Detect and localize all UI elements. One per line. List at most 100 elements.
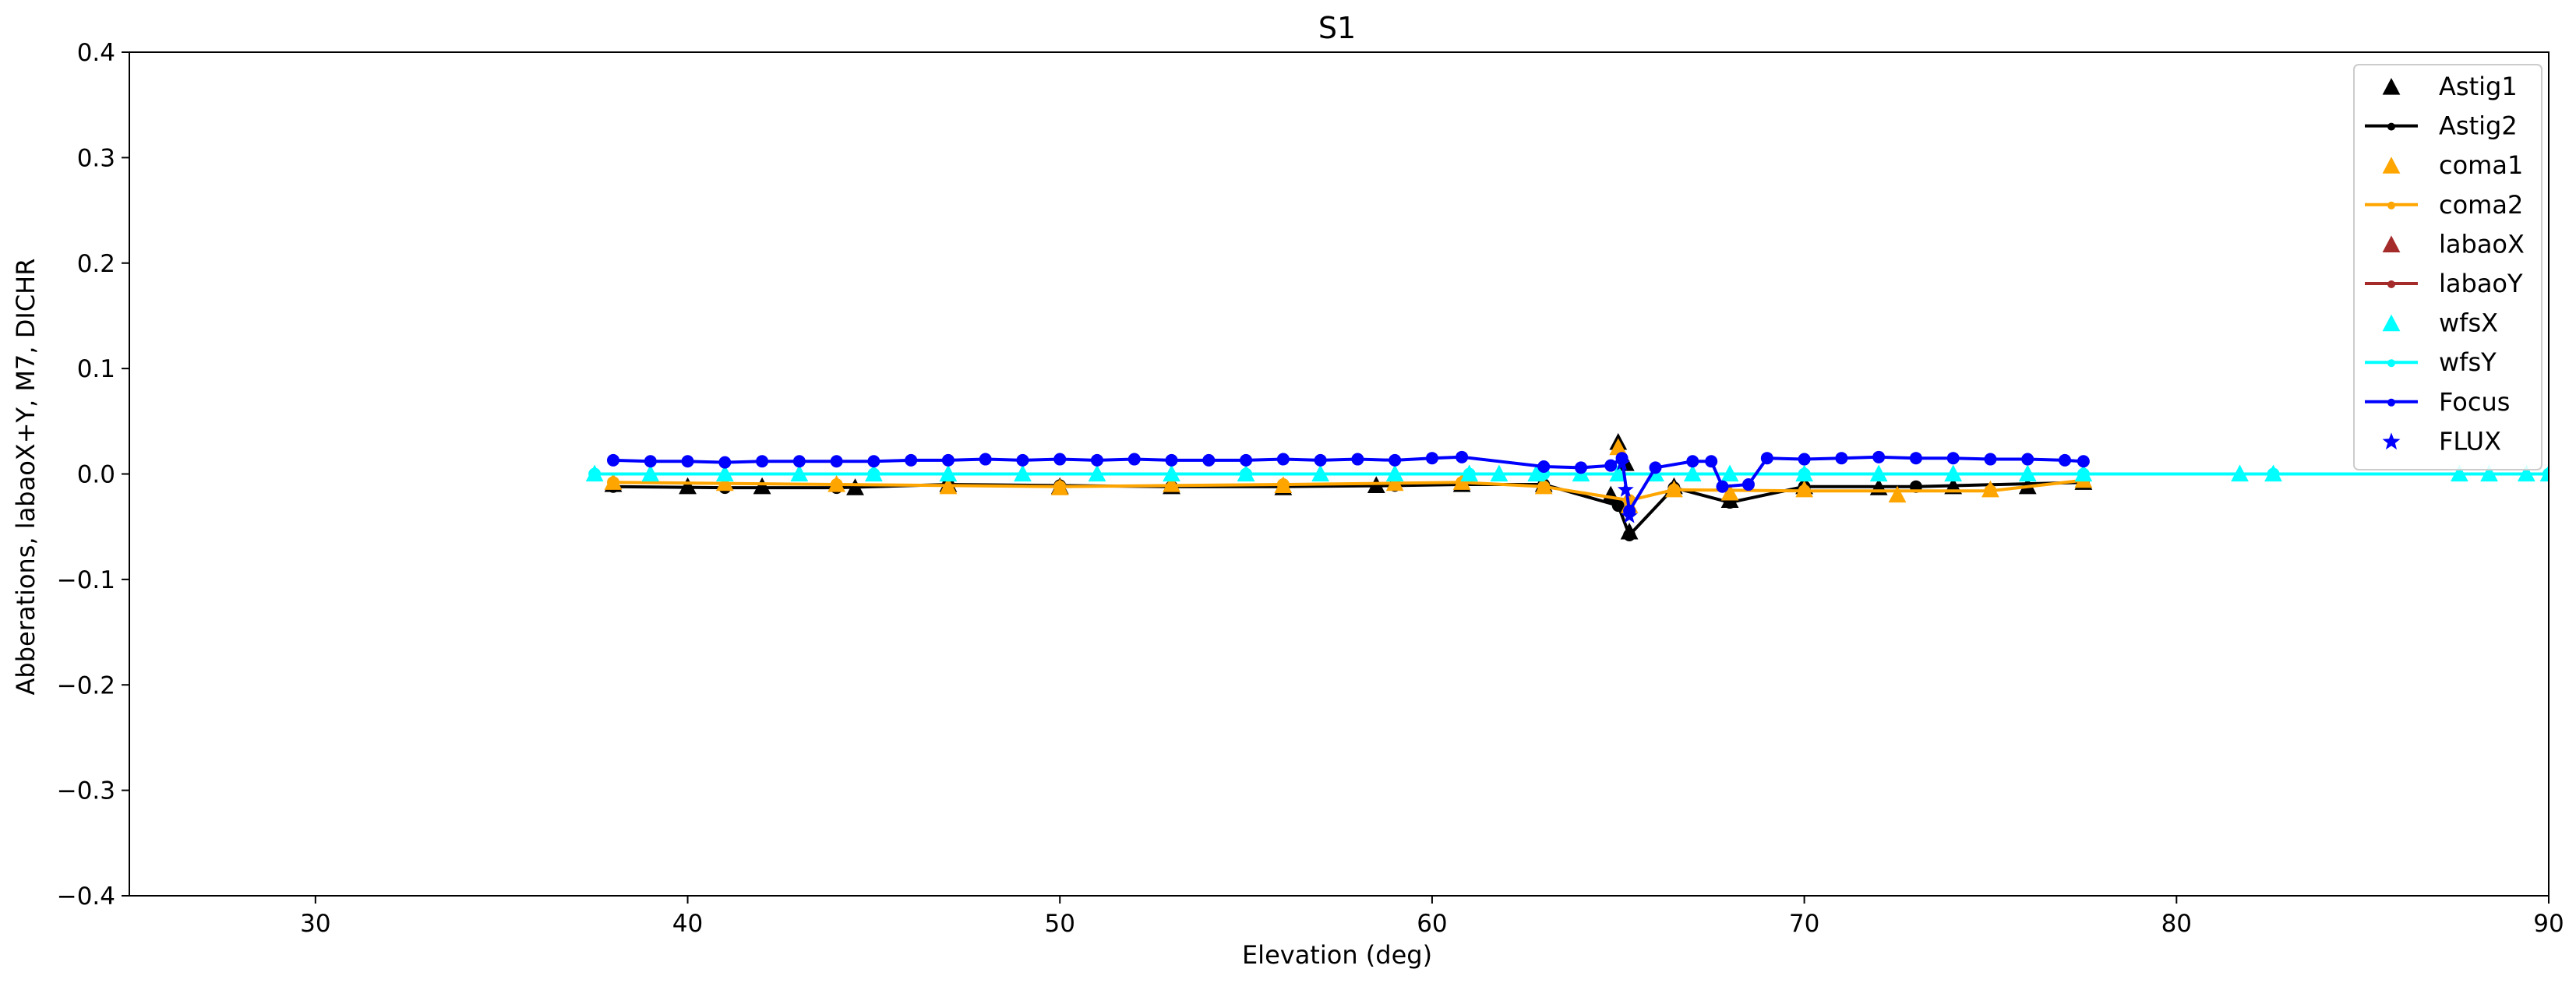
legend: Astig1 Astig2 coma1 coma2 labaoX labaoY wfsX wf… xyxy=(2353,64,2542,470)
Focus-point xyxy=(718,456,732,469)
x-tick-label: 40 xyxy=(672,910,703,938)
Focus-point xyxy=(1946,452,1960,465)
legend-marker xyxy=(2382,157,2401,174)
Focus-point xyxy=(681,455,694,468)
Focus-point xyxy=(1649,461,1662,474)
Focus-point xyxy=(1351,453,1364,466)
Focus-point xyxy=(1165,453,1178,467)
legend-item-labaoX: labaoX xyxy=(2382,229,2525,259)
legend-label: Astig2 xyxy=(2439,111,2518,141)
x-tick-label: 90 xyxy=(2533,910,2564,938)
series-wfsY xyxy=(588,467,2549,481)
y-tick-label: 0.2 xyxy=(77,250,115,278)
coma2-point xyxy=(1276,478,1290,492)
x-tick-label: 60 xyxy=(1417,910,1447,938)
Focus-point xyxy=(905,453,918,467)
Focus-point xyxy=(1872,450,1886,463)
y-tick-label: −0.1 xyxy=(57,566,115,594)
Focus-point xyxy=(1686,455,1699,468)
legend-marker xyxy=(2387,359,2395,368)
legend-label: wfsX xyxy=(2439,308,2498,338)
series-Focus xyxy=(607,450,2090,517)
Astig2-point xyxy=(1611,499,1625,513)
Astig2-point xyxy=(1623,529,1636,542)
x-tick-label: 70 xyxy=(1789,910,1819,938)
FLUX-point xyxy=(1621,507,1638,523)
legend-marker xyxy=(2382,78,2401,95)
coma1-point xyxy=(1163,475,1180,492)
legend-label: labaoY xyxy=(2439,269,2523,298)
series-coma1 xyxy=(604,438,2093,513)
Focus-point xyxy=(1705,455,1718,468)
legend-marker xyxy=(2382,235,2401,252)
plot-data-layer xyxy=(585,432,2549,542)
legend-label: Astig1 xyxy=(2439,72,2518,101)
y-axis-label: Abberations, labaoX+Y, M7, DICHR xyxy=(11,259,41,696)
wfsY-point xyxy=(1240,467,1253,481)
Focus-point xyxy=(644,455,657,468)
legend-box xyxy=(2353,64,2542,470)
Focus-point xyxy=(2021,453,2034,466)
Focus-point xyxy=(1091,453,1103,467)
coma2-point xyxy=(830,478,843,492)
y-tick-label: 0.4 xyxy=(77,39,115,67)
wfsY-point xyxy=(2077,467,2090,481)
Focus-point xyxy=(1389,453,1402,467)
y-tick-label: 0.1 xyxy=(77,355,115,383)
Focus-point xyxy=(1425,452,1438,465)
legend-label: Focus xyxy=(2439,387,2510,417)
legend-item-wfsX: wfsX xyxy=(2382,308,2498,338)
legend-marker xyxy=(2387,122,2395,131)
Astig1-point xyxy=(753,477,771,495)
Focus-point xyxy=(979,453,992,466)
series-FLUX xyxy=(1614,455,1638,523)
coma2-point xyxy=(1984,484,1997,498)
Focus-point xyxy=(1835,452,1848,465)
legend-marker xyxy=(2387,398,2395,407)
coma2-point xyxy=(1537,480,1551,493)
wfsY-point xyxy=(588,467,602,481)
x-tick-label: 80 xyxy=(2161,910,2192,938)
Focus-point xyxy=(756,455,769,468)
coma2-point xyxy=(1798,484,1811,498)
legend-marker xyxy=(2382,314,2401,332)
Focus-point xyxy=(1053,453,1067,466)
legend-item-wfsY: wfsY xyxy=(2365,347,2497,377)
Focus-point xyxy=(1127,453,1141,466)
legend-marker xyxy=(2382,432,2401,450)
x-tick-label: 50 xyxy=(1045,910,1075,938)
y-tick-label: −0.2 xyxy=(57,671,115,699)
coma2-point xyxy=(607,476,619,489)
coma2-point xyxy=(1053,480,1067,493)
x-axis-label: Elevation (deg) xyxy=(1242,940,1432,970)
legend-item-Astig1: Astig1 xyxy=(2382,72,2518,101)
Focus-point xyxy=(1984,453,1997,466)
chart-title: S1 xyxy=(1318,11,1356,45)
coma1-point xyxy=(1609,438,1628,456)
wfsY-point xyxy=(1798,467,1811,481)
wfsY-point xyxy=(867,467,880,481)
legend-item-Focus: Focus xyxy=(2365,387,2510,417)
Focus-point xyxy=(867,455,880,468)
legend-label: wfsY xyxy=(2439,347,2497,377)
wfsY-point xyxy=(2267,467,2280,481)
Focus-point xyxy=(1537,460,1551,474)
y-tick-label: −0.3 xyxy=(57,777,115,805)
legend-label: FLUX xyxy=(2439,426,2501,456)
Focus-point xyxy=(1202,453,1216,467)
Focus-point xyxy=(1016,453,1029,467)
Focus-point xyxy=(607,453,619,467)
x-axis: 30 40 50 60 70 80 90 xyxy=(300,896,2564,938)
legend-label: coma1 xyxy=(2439,150,2523,180)
x-tick-label: 30 xyxy=(300,910,330,938)
Focus-point xyxy=(941,453,955,467)
Focus-point xyxy=(1240,453,1253,467)
legend-label: labaoX xyxy=(2439,229,2525,259)
Focus-point xyxy=(1909,452,1922,465)
Focus-point xyxy=(1575,461,1587,474)
Focus-point xyxy=(1798,453,1811,466)
Focus-point xyxy=(1314,453,1327,467)
Astig1-point xyxy=(679,477,697,495)
Focus-point xyxy=(1760,452,1773,465)
Focus-point xyxy=(1604,459,1618,472)
